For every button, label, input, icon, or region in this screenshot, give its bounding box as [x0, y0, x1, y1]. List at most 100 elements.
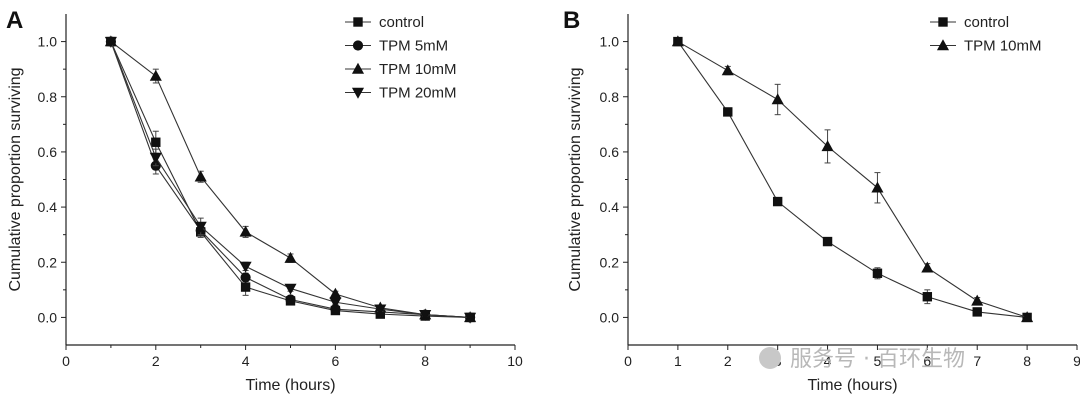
y-tick-label: 0.8 — [38, 89, 58, 105]
y-tick-label: 0.2 — [600, 254, 620, 270]
data-point — [240, 282, 251, 292]
data-point — [284, 283, 297, 295]
y-axis-label: Cumulative proportion surviving — [7, 67, 24, 291]
x-tick-label: 0 — [62, 353, 70, 369]
legend-label: TPM 5mM — [379, 38, 448, 55]
data-point — [971, 294, 984, 306]
data-point — [239, 261, 252, 273]
x-axis-label: Time (hours) — [245, 377, 335, 394]
x-tick-label: 5 — [874, 353, 882, 369]
legend-marker — [352, 40, 364, 51]
x-tick-label: 6 — [332, 353, 340, 369]
series-line — [677, 41, 1028, 318]
x-tick-label: 1 — [674, 353, 682, 369]
data-point — [329, 297, 342, 309]
data-point — [149, 152, 162, 164]
x-axis-label: Time (hours) — [807, 377, 897, 394]
series-tpm-5mm — [105, 36, 476, 323]
data-point — [285, 294, 296, 305]
watermark: 服务号 · 百环生物 — [759, 347, 965, 372]
series-control — [673, 36, 1032, 323]
data-point — [194, 170, 207, 182]
x-tick-label: 6 — [923, 353, 931, 369]
x-tick-label: 8 — [1023, 353, 1031, 369]
data-point — [329, 287, 342, 299]
watermark-icon — [759, 347, 781, 369]
panel-a-chart: A 0 2 4 6 8 10 0.0 0.2 0.4 0.6 0.8 1.0 Time (hours) Cu… — [6, 7, 523, 394]
legend-item: control — [930, 14, 1009, 31]
series-line — [110, 41, 471, 318]
y-tick-label: 0.0 — [600, 309, 620, 325]
data-point — [104, 36, 117, 48]
series-tpm-10mm — [104, 35, 477, 323]
x-tick-label: 2 — [152, 353, 160, 369]
data-point — [149, 69, 162, 81]
legend-item: TPM 5mM — [345, 38, 448, 55]
x-tick-label: 0 — [624, 353, 632, 369]
y-tick-label: 1.0 — [38, 34, 58, 50]
legend-label: TPM 10mM — [964, 38, 1042, 55]
x-tick-label: 2 — [724, 353, 732, 369]
y-tick-label: 0.2 — [38, 254, 58, 270]
legend: control TPM 5mM TPM 10mM TPM 20mM — [345, 14, 457, 102]
x-tick-label: 9 — [1073, 353, 1080, 369]
legend-marker — [938, 17, 948, 27]
legend-label: control — [379, 14, 424, 31]
data-point — [721, 64, 734, 76]
legend-marker — [936, 39, 950, 51]
y-tick-label: 0.6 — [38, 144, 58, 160]
data-point — [772, 196, 783, 207]
data-point — [464, 312, 477, 324]
data-point — [871, 181, 884, 193]
data-point — [194, 221, 207, 233]
data-point — [821, 140, 834, 152]
x-tick-label: 8 — [421, 353, 429, 369]
data-point — [822, 236, 833, 247]
series-control — [106, 36, 475, 323]
panel-label: B — [563, 7, 580, 34]
series-tpm-10mm — [671, 35, 1034, 323]
legend-item: TPM 10mM — [345, 61, 457, 78]
x-tick-label: 7 — [973, 353, 981, 369]
legend-marker — [351, 87, 365, 99]
legend-label: control — [964, 14, 1009, 31]
data-point — [922, 292, 933, 302]
data-point — [284, 251, 297, 263]
watermark-text: 服务号 · 百环生物 — [790, 347, 965, 372]
data-point — [1021, 311, 1034, 323]
data-point — [771, 93, 784, 105]
y-tick-label: 0.6 — [600, 144, 620, 160]
legend-item: control — [345, 14, 424, 31]
legend-item: TPM 10mM — [930, 38, 1042, 55]
legend: control TPM 10mM — [930, 14, 1042, 55]
y-tick-label: 0.0 — [38, 309, 58, 325]
legend-label: TPM 20mM — [379, 85, 457, 102]
series-line — [677, 41, 1028, 318]
y-tick-label: 0.4 — [600, 199, 620, 215]
legend-marker — [353, 17, 363, 27]
y-axis-label: Cumulative proportion surviving — [567, 67, 584, 291]
data-point — [419, 309, 432, 321]
x-tick-label: 4 — [242, 353, 250, 369]
data-point — [239, 225, 252, 237]
legend-label: TPM 10mM — [379, 61, 457, 78]
y-tick-label: 0.4 — [38, 199, 58, 215]
data-point — [872, 268, 883, 278]
series-tpm-20mm — [104, 36, 477, 324]
legend-marker — [351, 62, 365, 74]
x-tick-label: 4 — [824, 353, 832, 369]
data-point — [240, 272, 251, 283]
y-tick-label: 0.8 — [600, 89, 620, 105]
x-tick-label: 10 — [507, 353, 523, 369]
data-point — [972, 307, 982, 317]
data-point — [723, 107, 733, 117]
data-point — [671, 35, 684, 47]
data-point — [921, 261, 934, 273]
y-tick-label: 1.0 — [600, 34, 620, 50]
data-point — [151, 137, 161, 147]
data-point — [374, 304, 387, 316]
panel-label: A — [6, 7, 23, 34]
legend-item: TPM 20mM — [345, 85, 457, 102]
